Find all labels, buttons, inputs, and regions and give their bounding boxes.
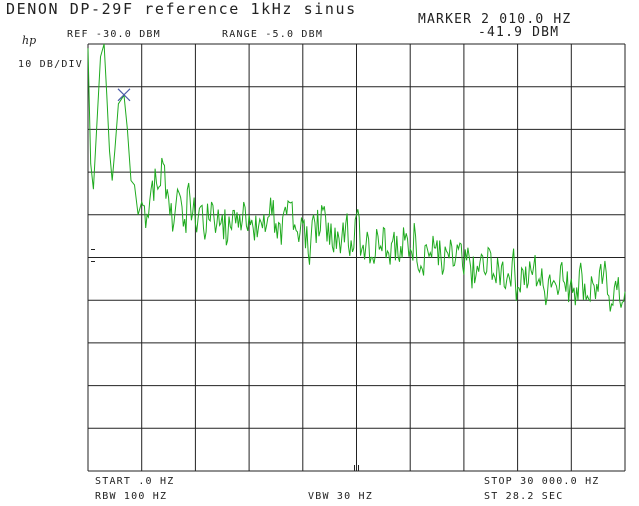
graticule [87,43,626,472]
hp-logo: hp [22,34,36,47]
stop-frequency-label: STOP 30 000.0 HZ [484,476,600,487]
plot-title: DENON DP-29F reference 1kHz sinus [6,0,357,18]
reference-level-label: REF -30.0 DBM [67,29,161,40]
marker-level-label: -41.9 DBM [478,25,559,40]
marker-x-icon [117,88,131,102]
spectrum-trace [87,43,626,312]
sweep-time-label: ST 28.2 SEC [484,491,563,502]
range-label: RANGE -5.0 DBM [222,29,323,40]
marker-frequency-label: MARKER 2 010.0 HZ [418,12,571,27]
marker-x-stroke [117,88,131,102]
scale-label: 10 DB/DIV [18,59,83,70]
start-frequency-label: START .0 HZ [95,476,174,487]
video-bandwidth-label: VBW 30 HZ [308,491,373,502]
resolution-bandwidth-label: RBW 100 HZ [95,491,167,502]
axis-ticks [91,249,359,471]
